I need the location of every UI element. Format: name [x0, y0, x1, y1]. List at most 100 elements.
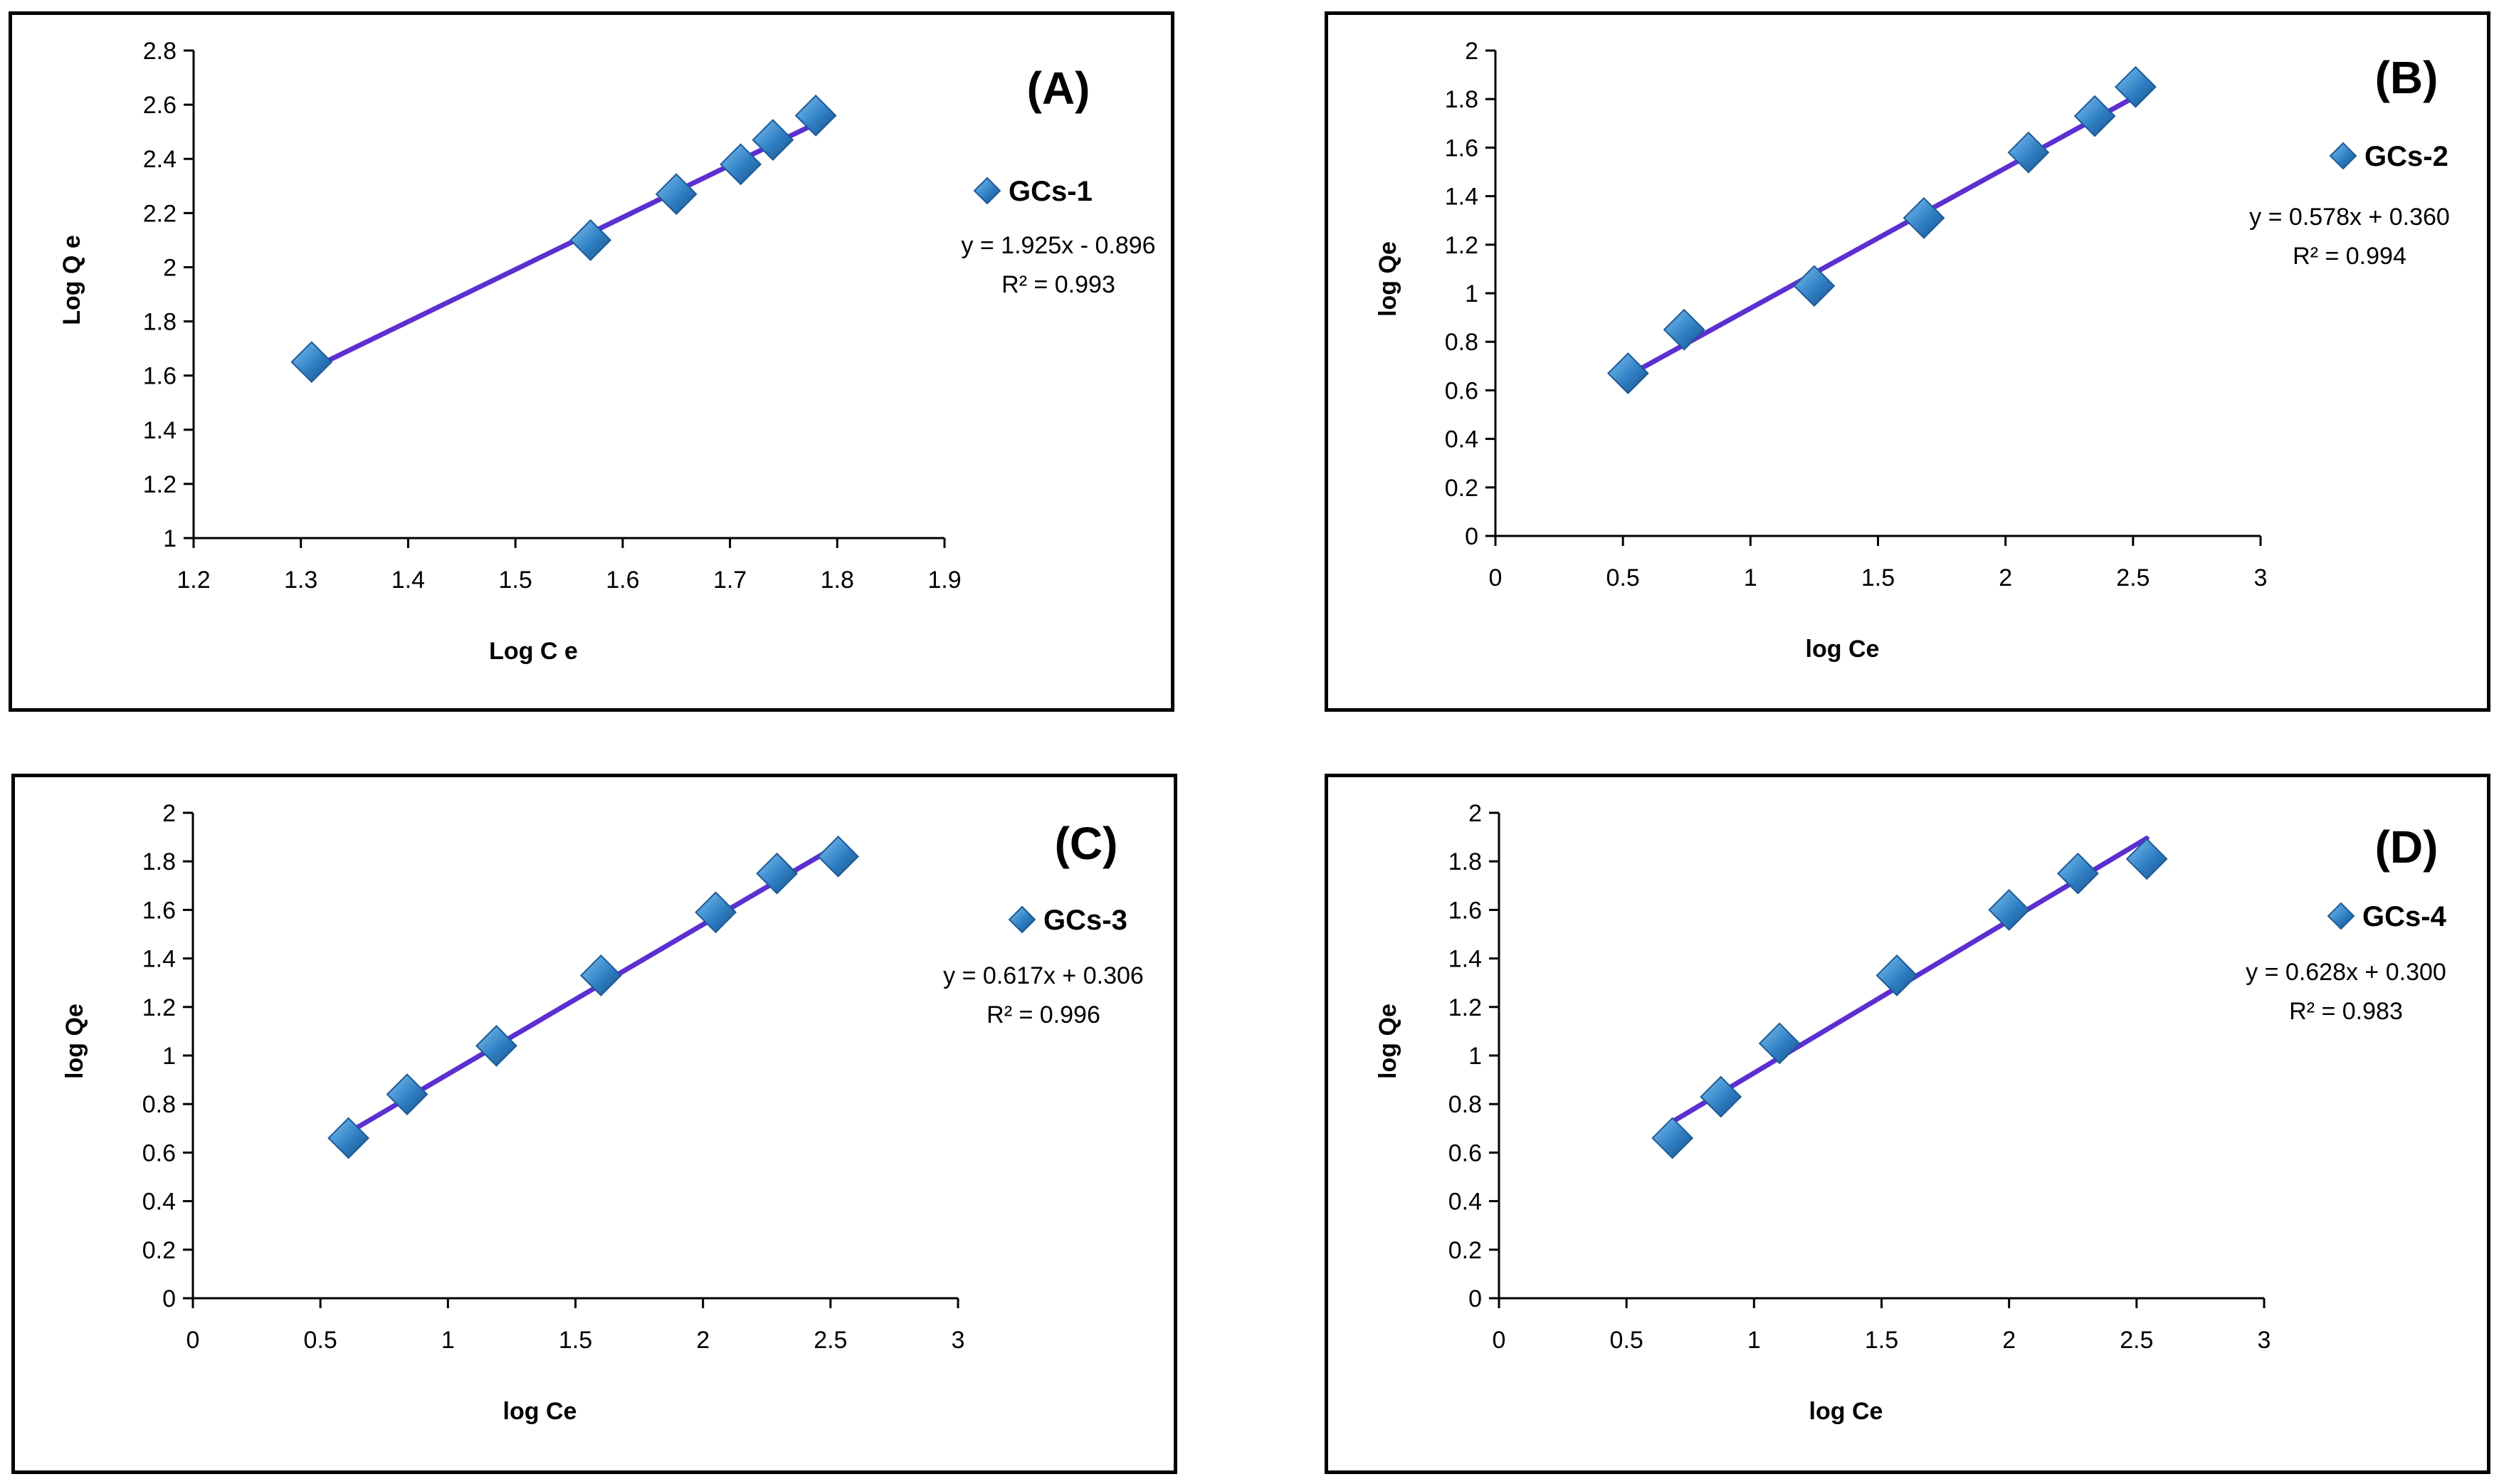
data-point: [2125, 838, 2168, 880]
y-tick-label: 1.4: [1445, 184, 1478, 211]
y-tick-label: 2: [163, 254, 177, 281]
y-tick-label: 2.6: [143, 92, 177, 119]
x-axis-label: Log C e: [489, 638, 578, 665]
x-tick-label: 1.8: [821, 567, 854, 594]
trendline-equation: y = 1.925x - 0.896: [961, 232, 1155, 259]
panel-label: (D): [2375, 821, 2439, 873]
x-tick-label: 3: [952, 1327, 965, 1354]
legend-marker: [2327, 902, 2355, 930]
y-tick-label: 0: [162, 1285, 176, 1312]
y-tick-label: 0.8: [1448, 1091, 1482, 1118]
data-point: [1988, 888, 2031, 931]
x-tick-label: 0: [186, 1327, 200, 1354]
x-tick-label: 1.7: [713, 567, 747, 594]
y-tick-label: 1: [1468, 1043, 1482, 1070]
x-tick-label: 0.5: [304, 1327, 337, 1354]
y-tick-label: 0.6: [1445, 377, 1478, 404]
x-tick-label: 1.5: [1865, 1327, 1898, 1354]
y-tick-label: 2.8: [143, 38, 177, 65]
x-tick-label: 1.5: [499, 567, 532, 594]
x-tick-label: 2: [2002, 1327, 2016, 1354]
legend-label: GCs-2: [2364, 141, 2448, 172]
data-point: [752, 119, 794, 161]
legend-label: GCs-3: [1043, 905, 1127, 936]
y-tick-label: 2: [1468, 800, 1482, 827]
data-point: [2057, 852, 2099, 895]
data-point: [1793, 265, 1836, 307]
y-tick-label: 1.2: [1445, 232, 1478, 259]
y-tick-label: 0.4: [1445, 426, 1478, 453]
data-point: [817, 835, 859, 878]
data-point: [2115, 65, 2157, 108]
x-tick-label: 1: [1744, 564, 1757, 591]
y-axis-label: Log Q e: [58, 235, 85, 325]
data-point: [720, 143, 762, 186]
chart-svg-c: 0 0.2 0.4 0.6 0.8 1 1.2 1.4 1.6 1.8 2 0 0.5 1 1.5 2 2.5 3…: [61, 800, 1144, 1425]
chart-panel-c: 0 0.2 0.4 0.6 0.8 1 1.2 1.4 1.6 1.8 2 0 0.5 1 1.5 2 2.5 3…: [11, 774, 1177, 1474]
y-tick-label: 1.6: [143, 363, 177, 390]
x-axis-label: log Ce: [1806, 636, 1880, 663]
data-point: [579, 954, 622, 996]
x-tick-label: 3: [2258, 1327, 2271, 1354]
panel-label: (B): [2375, 52, 2439, 103]
data-point: [475, 1024, 517, 1067]
x-tick-label: 1: [1747, 1327, 1761, 1354]
x-tick-label: 2.5: [2116, 564, 2150, 591]
data-point: [386, 1073, 428, 1115]
data-point: [2007, 131, 2050, 174]
y-tick-label: 2.2: [143, 200, 177, 227]
data-point: [1606, 352, 1649, 394]
y-tick-label: 0.4: [1448, 1189, 1482, 1216]
x-tick-label: 1.5: [1861, 564, 1895, 591]
chart-panel-b: 0 0.2 0.4 0.6 0.8 1 1.2 1.4 1.6 1.8 2 0 0.5 1 1.5 2 2.5 3…: [1325, 11, 2490, 712]
data-point: [1903, 196, 1945, 239]
x-tick-label: 2: [696, 1327, 710, 1354]
r-squared-label: R² = 0.994: [2293, 243, 2406, 270]
data-point: [1758, 1022, 1801, 1065]
data-point: [569, 219, 612, 261]
data-point: [756, 852, 798, 895]
trendline-equation: y = 0.628x + 0.300: [2246, 959, 2446, 986]
y-tick-label: 1.8: [142, 848, 176, 875]
x-tick-label: 2.5: [814, 1327, 847, 1354]
legend-marker: [1008, 905, 1036, 934]
data-point: [290, 341, 333, 384]
legend-marker: [2329, 142, 2357, 170]
data-point: [655, 173, 698, 216]
y-tick-label: 1.4: [142, 946, 176, 973]
x-tick-label: 1.5: [559, 1327, 592, 1354]
y-tick-label: 0.6: [142, 1140, 176, 1167]
y-tick-label: 0.8: [142, 1091, 176, 1118]
legend-label: GCs-4: [2362, 901, 2447, 932]
chart-panel-d: 0 0.2 0.4 0.6 0.8 1 1.2 1.4 1.6 1.8 2 0 0.5 1 1.5 2 2.5 3…: [1325, 774, 2490, 1474]
r-squared-label: R² = 0.993: [1001, 271, 1115, 298]
data-point: [794, 94, 837, 137]
data-point: [327, 1117, 369, 1159]
trendline: [1625, 94, 2138, 379]
legend-label: GCs-1: [1009, 176, 1093, 207]
y-axis-label: log Qe: [61, 1004, 88, 1079]
x-tick-label: 1.3: [284, 567, 317, 594]
x-tick-label: 3: [2254, 564, 2268, 591]
chart-panel-a: 1 1.2 1.4 1.6 1.8 2 2.2 2.4 2.6 2.8 1.2 1.3 1.4 1.5 1.…: [9, 11, 1174, 712]
x-tick-label: 0: [1493, 1327, 1506, 1354]
y-tick-label: 1.2: [1448, 994, 1482, 1021]
x-tick-label: 1.6: [606, 567, 639, 594]
y-tick-label: 1.8: [1448, 848, 1482, 875]
trendline-equation: y = 0.617x + 0.306: [943, 962, 1144, 989]
data-point: [695, 891, 737, 934]
x-tick-label: 0.5: [1606, 564, 1640, 591]
y-tick-label: 1.2: [142, 994, 176, 1021]
y-tick-label: 0.2: [1445, 475, 1478, 502]
y-tick-label: 1.4: [1448, 946, 1482, 973]
data-point: [1700, 1075, 1742, 1118]
x-tick-label: 1.9: [927, 567, 961, 594]
panel-label: (C): [1055, 818, 1118, 869]
x-axis-label: log Ce: [1809, 1398, 1883, 1425]
x-tick-label: 1: [441, 1327, 455, 1354]
r-squared-label: R² = 0.983: [2289, 998, 2403, 1025]
data-point: [1663, 308, 1705, 351]
y-tick-label: 1.6: [142, 897, 176, 924]
y-tick-label: 1.8: [1445, 86, 1478, 113]
x-tick-label: 0: [1489, 564, 1503, 591]
